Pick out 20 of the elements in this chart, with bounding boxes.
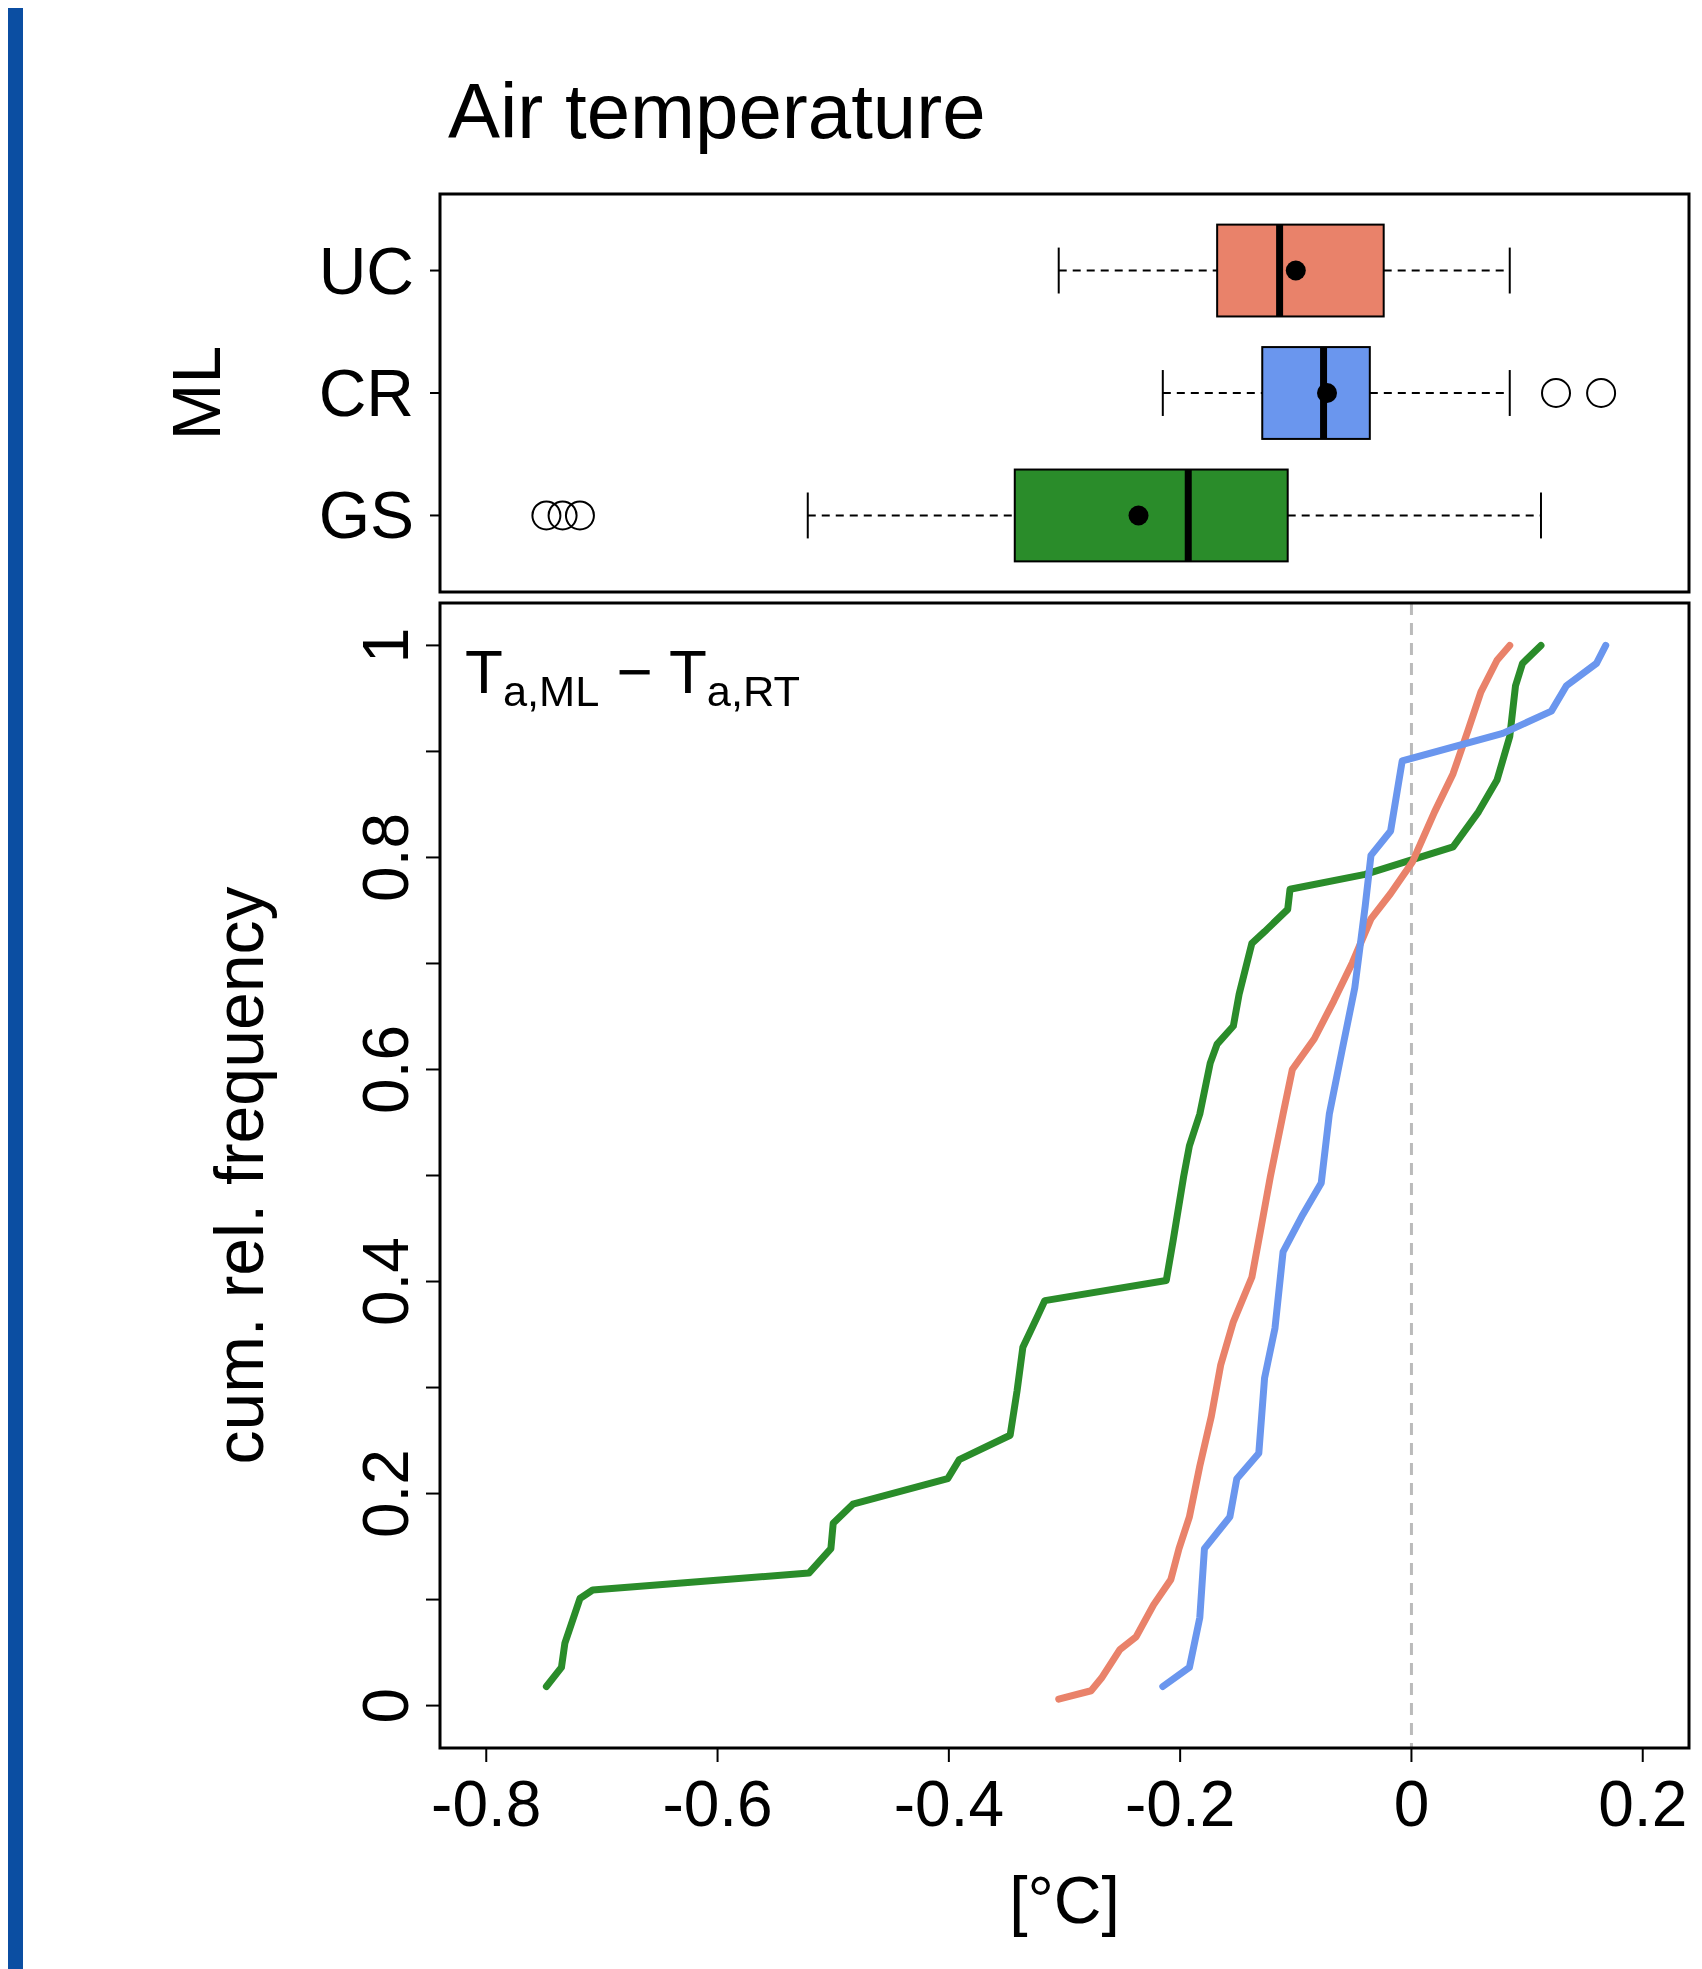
y-axis-title: ML [158, 345, 234, 441]
x-tick-label: 0 [1393, 1768, 1430, 1840]
x-axis-title: [°C] [1009, 1863, 1120, 1937]
x-tick-label: -0.4 [893, 1768, 1004, 1840]
y-tick-label: 0.8 [350, 812, 422, 902]
x-tick-label: 0.2 [1598, 1768, 1688, 1840]
chart-title: Air temperature [448, 67, 986, 155]
x-tick-label: -0.8 [431, 1768, 542, 1840]
y-tick-label: 0.2 [350, 1449, 422, 1539]
x-tick-label: -0.6 [662, 1768, 773, 1840]
y-tick-label: 1 [350, 627, 422, 664]
x-tick-label: -0.2 [1125, 1768, 1236, 1840]
y-axis-title: cum. rel. frequency [201, 886, 277, 1465]
y-tick-label: GS [318, 478, 414, 553]
annotation: T$_{a,ML}$ − T$_{a,RT}$ [465, 637, 801, 715]
y-tick-label: 0 [350, 1687, 422, 1724]
y-tick-label: CR [318, 356, 414, 430]
y-tick-label: 0.6 [350, 1025, 422, 1114]
y-tick-label: 0.4 [350, 1237, 422, 1326]
y-tick-label: UC [318, 233, 414, 308]
